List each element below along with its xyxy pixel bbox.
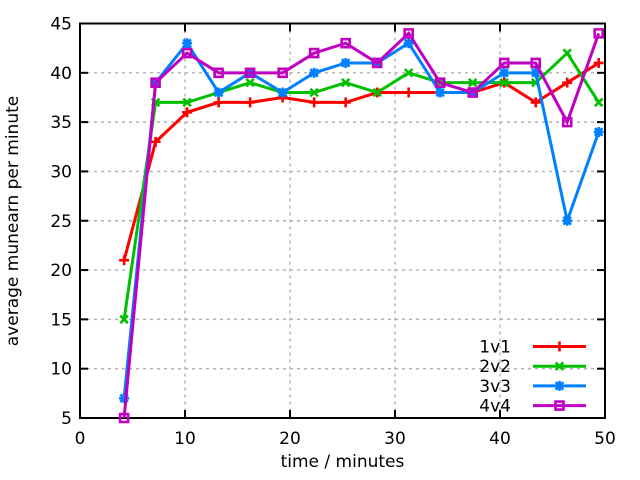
x-tick-label: 40: [489, 429, 511, 449]
y-tick-label: 40: [50, 64, 72, 84]
x-tick-label: 50: [594, 429, 616, 449]
x-tick-label: 20: [279, 429, 301, 449]
series-line-1v1: [122, 61, 600, 261]
legend-marker-2v2: [554, 361, 565, 371]
series-2v2: [119, 48, 604, 325]
legend-marker-1v1: [554, 341, 565, 352]
y-tick-label: 10: [50, 360, 72, 380]
series-markers-2v2: [119, 48, 604, 325]
y-tick-label: 15: [50, 310, 72, 330]
series-line-3v3: [122, 40, 601, 399]
legend-label-3v3: 3v3: [479, 377, 511, 397]
y-tick-label: 25: [50, 212, 72, 232]
x-tick-label: 10: [174, 429, 196, 449]
y-tick-label: 45: [50, 15, 72, 35]
series-line-2v2: [122, 50, 600, 320]
x-tick-label: 0: [75, 429, 86, 449]
legend-label-4v4: 4v4: [479, 397, 511, 417]
y-tick-label: 35: [50, 113, 72, 133]
y-tick-label: 30: [50, 162, 72, 182]
legend-marker-3v3: [554, 380, 565, 391]
series-markers-4v4: [118, 28, 604, 424]
tick-labels: 0 10 20 30 40 50 5 10 15 20 25 30 35 40 45: [50, 15, 615, 450]
legend-label-2v2: 2v2: [479, 357, 511, 377]
series-line-4v4: [122, 31, 601, 419]
legend-marker-4v4: [554, 400, 565, 411]
y-axis-label: average munearn per minute: [3, 95, 23, 347]
x-tick-label: 30: [384, 429, 406, 449]
y-tick-label: 5: [61, 409, 72, 429]
series-4v4: [118, 28, 604, 424]
tick-marks: [79, 22, 606, 419]
legend-label-1v1: 1v1: [479, 338, 511, 358]
x-axis-label: time / minutes: [280, 452, 405, 472]
y-tick-label: 20: [50, 261, 72, 281]
